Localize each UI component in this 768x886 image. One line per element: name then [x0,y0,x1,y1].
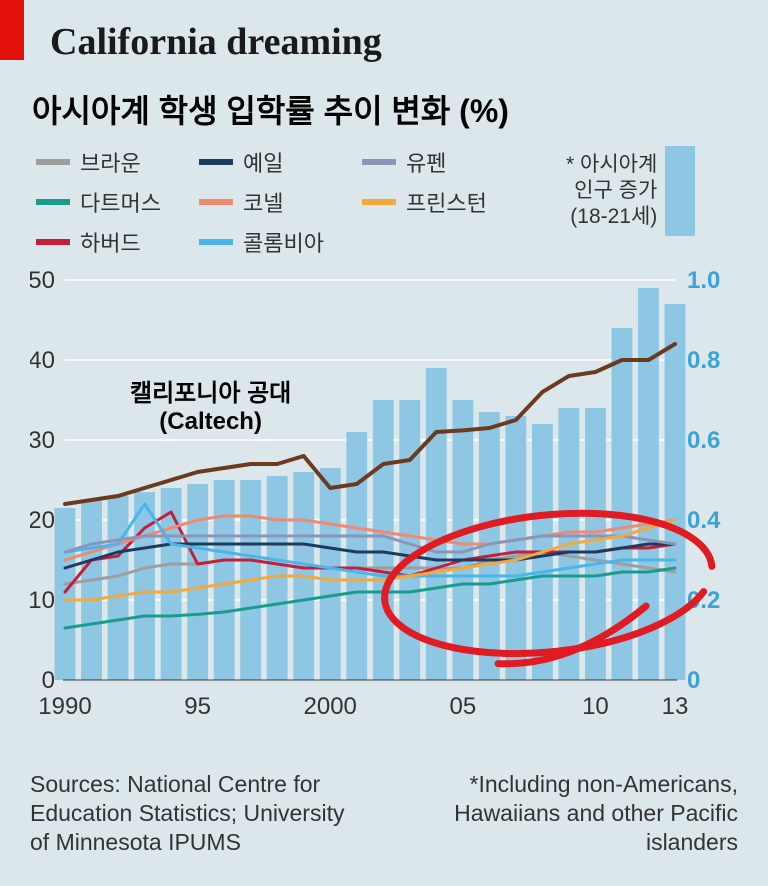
legend-col-1: 브라운다트머스하버드 [36,146,161,258]
svg-text:0.6: 0.6 [687,427,720,454]
legend-item: 다트머스 [36,186,161,218]
legend-item: 브라운 [36,146,161,178]
population-bar [452,400,473,680]
population-bar [214,480,235,680]
legend-swatch [36,239,70,245]
legend-label: 프린스턴 [406,186,487,218]
svg-text:20: 20 [30,507,55,534]
svg-text:50: 50 [30,270,55,294]
svg-text:05: 05 [449,693,476,720]
chart-subtitle: 아시아계 학생 입학률 추이 변화 (%) [32,86,509,132]
sources-text: Sources: National Centre for Education S… [30,770,370,856]
caltech-annotation: 캘리포니아 공대(Caltech) [130,380,291,435]
svg-text:13: 13 [662,693,689,720]
svg-text:95: 95 [184,693,211,720]
population-bar [346,432,367,680]
legend-item: 하버드 [36,226,161,258]
economist-red-tab [0,0,24,60]
population-bar [187,484,208,680]
legend-label: 하버드 [80,226,141,258]
population-bar [55,508,76,680]
svg-text:2000: 2000 [304,693,357,720]
legend-swatch [362,199,396,205]
population-bar [638,288,659,680]
svg-text:0: 0 [687,667,700,694]
legend-item: 프린스턴 [362,186,487,218]
svg-text:10: 10 [30,587,55,614]
series-upenn [65,536,675,552]
svg-text:0: 0 [42,667,55,694]
legend-swatch [362,159,396,165]
population-bar [320,468,341,680]
population-note-text: * 아시아계인구 증가(18-21세) [566,152,657,231]
svg-text:30: 30 [30,427,55,454]
legend-item: 콜롬비아 [199,226,324,258]
legend-label: 유펜 [406,146,446,178]
legend-col-2: 예일코넬콜롬비아 [199,146,324,258]
population-bar [426,368,447,680]
legend-label: 브라운 [80,146,141,178]
footnote-text: *Including non-Americans, Hawaiians and … [408,770,738,856]
svg-text:40: 40 [30,347,55,374]
legend-swatch [199,239,233,245]
legend-label: 코넬 [243,186,283,218]
series-dartmouth [65,568,675,628]
svg-text:1.0: 1.0 [687,270,720,294]
legend-label: 다트머스 [80,186,161,218]
svg-text:10: 10 [582,693,609,720]
legend: 브라운다트머스하버드 예일코넬콜롬비아 유펜프린스턴 [36,146,487,258]
legend-item: 코넬 [199,186,324,218]
legend-label: 예일 [243,146,283,178]
legend-swatch [199,199,233,205]
population-note-bar [665,146,695,236]
chart-svg: 0102030405000.20.40.60.81.01990952000051… [30,270,740,740]
population-bar [134,492,155,680]
population-bar [373,400,394,680]
legend-label: 콜롬비아 [243,226,324,258]
svg-text:0.8: 0.8 [687,347,720,374]
population-bar [81,500,102,680]
population-note: * 아시아계인구 증가(18-21세) [566,146,746,236]
legend-item: 유펜 [362,146,487,178]
chart-title: California dreaming [50,20,382,64]
legend-col-3: 유펜프린스턴 [362,146,487,258]
svg-text:1990: 1990 [38,693,91,720]
legend-item: 예일 [199,146,324,178]
population-bar [505,416,526,680]
legend-swatch [199,159,233,165]
svg-text:0.4: 0.4 [687,507,721,534]
legend-swatch [36,159,70,165]
population-bar [108,496,129,680]
legend-swatch [36,199,70,205]
chart-area: 0102030405000.20.40.60.81.01990952000051… [30,270,740,740]
